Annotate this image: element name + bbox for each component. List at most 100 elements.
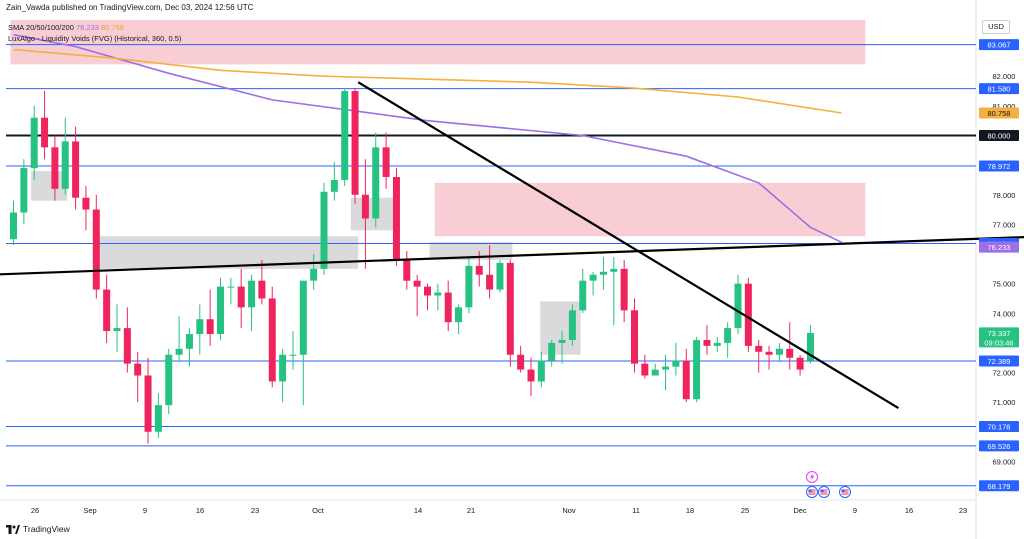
candle-down <box>517 354 525 370</box>
candle-down <box>237 286 245 308</box>
price-label: 80.758 <box>988 109 1011 118</box>
y-tick-label: 71.000 <box>993 398 1016 407</box>
candle-up <box>175 348 183 355</box>
x-tick-label: 23 <box>959 506 967 515</box>
currency-selector[interactable]: USD <box>982 20 1010 34</box>
x-tick-label: 18 <box>686 506 694 515</box>
flash-glyph <box>810 473 815 481</box>
candle-down <box>475 265 483 275</box>
indicator-legend: SMA 20/50/100/200 76.233 80.758 LuxAlgo … <box>8 22 181 44</box>
y-tick-label: 75.000 <box>993 280 1016 289</box>
y-tick-label: 78.000 <box>993 191 1016 200</box>
sma-value-1: 76.233 <box>75 23 99 32</box>
candle-down <box>796 357 804 370</box>
candle-up <box>30 117 38 169</box>
candle-up <box>330 179 338 192</box>
candle-down <box>765 351 773 355</box>
publisher-header: Zain_Vawda published on TradingView.com,… <box>6 3 254 12</box>
candle-down <box>82 197 90 210</box>
y-tick-label: 69.000 <box>993 457 1016 466</box>
candle-down <box>744 283 752 346</box>
candle-up <box>651 369 659 376</box>
price-label: 68.179 <box>988 482 1011 491</box>
candle-down <box>527 369 535 382</box>
candle-up <box>289 354 297 356</box>
x-tick-label: Sep <box>83 506 96 515</box>
candle-down <box>631 310 638 364</box>
flag-canton <box>841 489 845 492</box>
candle-down <box>703 339 711 346</box>
candle-down <box>51 147 59 189</box>
candle-down <box>641 363 649 376</box>
flag-stripe <box>841 493 849 495</box>
candle-up <box>610 268 618 272</box>
price-label-box <box>979 83 1019 95</box>
candle-down <box>361 194 369 219</box>
x-tick-label: 9 <box>853 506 857 515</box>
candle-up <box>113 328 121 332</box>
candle-up <box>299 280 307 355</box>
candle-up <box>693 339 701 400</box>
sma-legend-row[interactable]: SMA 20/50/100/200 76.233 80.758 <box>8 22 181 33</box>
y-tick-label: 77.000 <box>993 220 1016 229</box>
ascending-trendline <box>0 236 1024 276</box>
descending-trendline <box>357 81 899 410</box>
price-label: 73.337 <box>988 329 1011 338</box>
candle-down <box>72 141 80 198</box>
candle-up <box>775 348 783 355</box>
candle-up <box>217 286 224 335</box>
candle-up <box>196 319 204 335</box>
bearish-fvg-zone <box>10 19 866 65</box>
tradingview-brand[interactable]: TradingView <box>6 524 70 534</box>
candle-down <box>424 286 431 296</box>
liquidity-void-zone <box>31 171 68 201</box>
candle-down <box>392 176 400 260</box>
candle-up <box>10 212 17 240</box>
x-tick-label: 16 <box>905 506 913 515</box>
x-tick-label: 25 <box>741 506 749 515</box>
candle-down <box>413 280 421 287</box>
candle-up <box>589 274 597 281</box>
candle-up <box>61 141 69 189</box>
price-label-box <box>979 355 1019 367</box>
price-label: 76.233 <box>988 243 1011 252</box>
candle-down <box>506 262 514 355</box>
candle-down <box>41 117 49 148</box>
sma-purple-line <box>13 33 842 243</box>
price-label: 78.972 <box>988 162 1011 171</box>
x-tick-label: 23 <box>251 506 259 515</box>
candle-down <box>755 345 763 352</box>
y-tick-label: 81.000 <box>993 102 1016 111</box>
candle-up <box>713 342 721 346</box>
tradingview-logo-icon <box>6 524 20 534</box>
candle-up <box>434 292 442 296</box>
flag-stripe <box>808 489 816 491</box>
flag-stripe <box>820 493 828 495</box>
x-tick-label: 11 <box>632 506 640 515</box>
price-label: 70.178 <box>988 423 1011 432</box>
price-label: 83.067 <box>988 41 1011 50</box>
x-tick-label: 16 <box>196 506 204 515</box>
candle-down <box>134 363 142 376</box>
flag-stripe <box>841 491 849 493</box>
candle-down <box>620 268 628 311</box>
candle-up <box>165 354 173 406</box>
candle-up <box>568 310 576 340</box>
price-label-box <box>979 107 1019 119</box>
candle-up <box>310 268 318 281</box>
flag-stripe <box>808 491 816 493</box>
candle-down <box>268 298 276 382</box>
candle-down <box>486 274 494 290</box>
x-tick-label: 14 <box>414 506 422 515</box>
brand-name: TradingView <box>23 524 70 534</box>
candle-up <box>734 283 742 329</box>
x-tick-label: 21 <box>467 506 475 515</box>
price-label-box <box>979 421 1019 433</box>
candle-up <box>154 405 162 432</box>
price-label: 72.389 <box>988 357 1011 366</box>
y-tick-label: 82.000 <box>993 72 1016 81</box>
price-label: 80.000 <box>988 131 1011 140</box>
sma-orange-line <box>13 48 842 114</box>
fvg-legend-row[interactable]: LuxAlgo - Liquidity Voids (FVG) (Histori… <box>8 33 181 44</box>
candle-up <box>672 360 680 367</box>
